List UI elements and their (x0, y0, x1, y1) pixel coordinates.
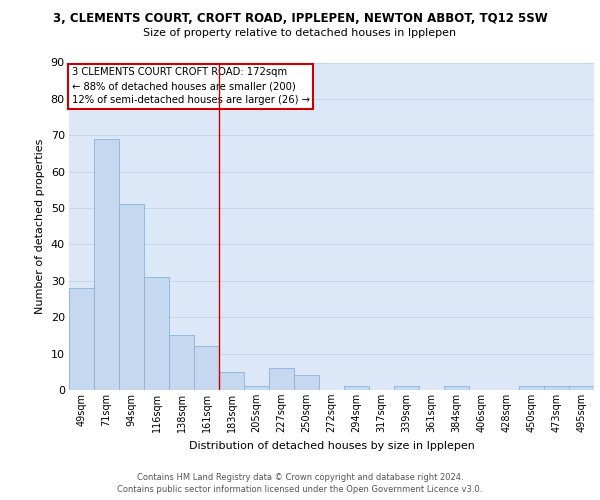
Bar (144, 277, 169, 390)
Y-axis label: Number of detached properties: Number of detached properties (35, 138, 45, 314)
Text: Size of property relative to detached houses in Ipplepen: Size of property relative to detached ho… (143, 28, 457, 38)
Bar (94, 139, 119, 390)
X-axis label: Distribution of detached houses by size in Ipplepen: Distribution of detached houses by size … (188, 440, 475, 450)
Bar (194, 346, 219, 390)
Text: 3 CLEMENTS COURT CROFT ROAD: 172sqm
← 88% of detached houses are smaller (200)
1: 3 CLEMENTS COURT CROFT ROAD: 172sqm ← 88… (71, 68, 310, 106)
Bar (519, 386, 544, 390)
Bar (244, 386, 269, 390)
Text: Contains public sector information licensed under the Open Government Licence v3: Contains public sector information licen… (118, 485, 482, 494)
Bar (69, 288, 94, 390)
Bar (544, 386, 569, 390)
Bar (444, 386, 469, 390)
Bar (269, 368, 294, 390)
Bar (169, 336, 194, 390)
Text: 3, CLEMENTS COURT, CROFT ROAD, IPPLEPEN, NEWTON ABBOT, TQ12 5SW: 3, CLEMENTS COURT, CROFT ROAD, IPPLEPEN,… (53, 12, 547, 26)
Bar (344, 386, 369, 390)
Bar (394, 386, 419, 390)
Bar (219, 372, 244, 390)
Bar (119, 204, 144, 390)
Text: Contains HM Land Registry data © Crown copyright and database right 2024.: Contains HM Land Registry data © Crown c… (137, 472, 463, 482)
Bar (569, 386, 594, 390)
Bar (294, 376, 319, 390)
